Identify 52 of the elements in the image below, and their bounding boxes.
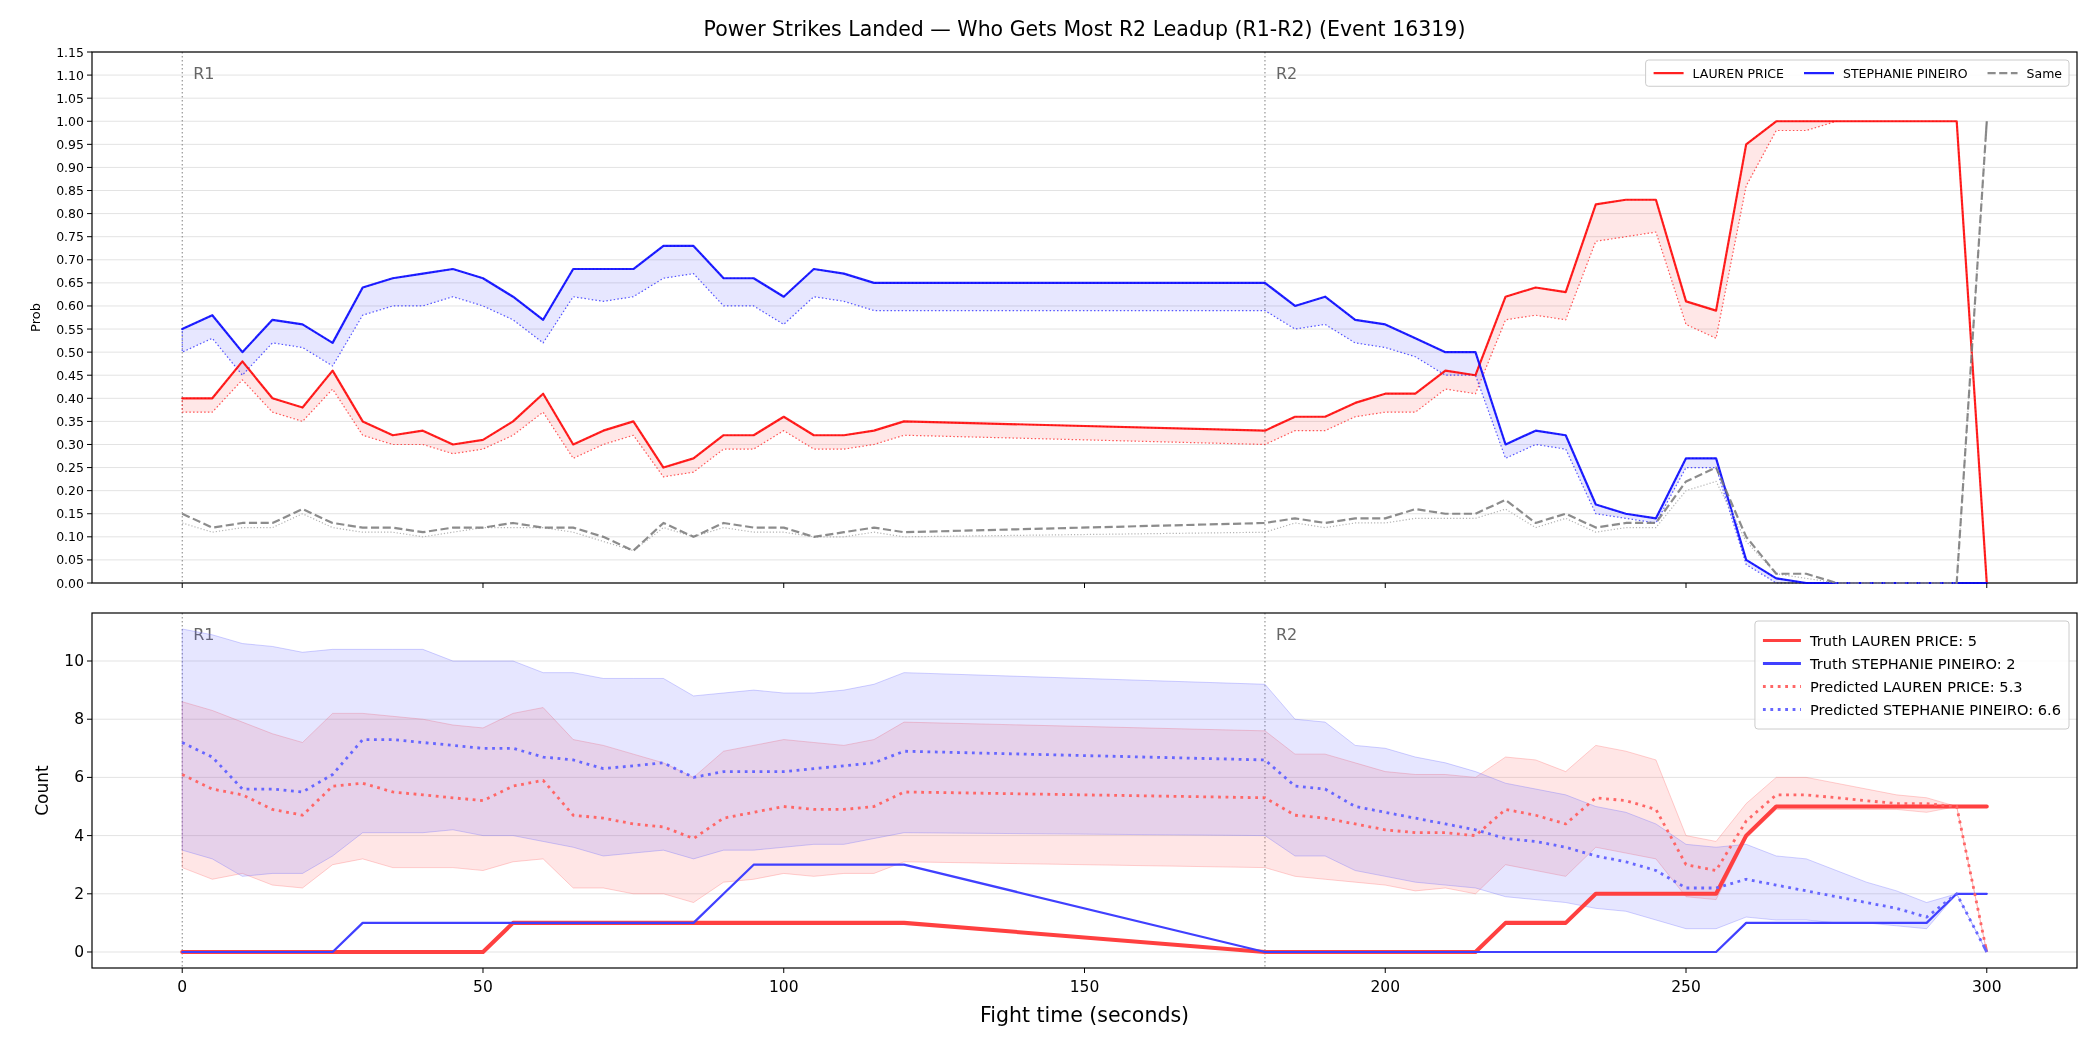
y-tick-label: 1.05 — [56, 90, 84, 106]
legend-label: Truth LAUREN PRICE: 5 — [1808, 632, 1978, 649]
y-tick-label: 0.10 — [56, 529, 85, 545]
y-tick-label: 0.80 — [56, 206, 85, 222]
y-axis-title: Prob — [28, 303, 44, 332]
y-tick-label: 0.05 — [56, 552, 84, 568]
y-tick-label: 1.00 — [56, 113, 85, 129]
y-tick-label: 0.25 — [56, 460, 84, 476]
y-tick-label: 0.85 — [56, 183, 84, 199]
y-tick-label: 0.55 — [56, 321, 84, 337]
y-tick-label: 10 — [64, 652, 84, 671]
x-axis-title: Fight time (seconds) — [979, 1003, 1190, 1027]
y-tick-label: 0.30 — [56, 436, 85, 452]
y-tick-label: 0.65 — [56, 275, 84, 291]
x-tick-label: 0 — [177, 977, 188, 996]
y-tick-label: 0.15 — [56, 506, 84, 522]
ref-line-label: R2 — [1275, 625, 1298, 644]
y-tick-label: 0 — [74, 943, 84, 961]
y-tick-label: 0.90 — [56, 159, 85, 175]
ref-line-label: R1 — [193, 625, 215, 644]
y-tick-label: 0.70 — [56, 252, 85, 268]
legend-label: Truth STEPHANIE PINEIRO: 2 — [1808, 655, 2016, 672]
y-tick-label: 0.35 — [56, 413, 84, 429]
x-tick-label: 100 — [768, 977, 799, 996]
x-tick-label: 200 — [1370, 977, 1401, 996]
ref-line-label: R1 — [193, 64, 215, 83]
y-tick-label: 0.00 — [56, 575, 85, 591]
y-tick-label: 0.20 — [56, 483, 85, 499]
y-tick-label: 2 — [74, 884, 84, 903]
ref-line-label: R2 — [1275, 64, 1298, 83]
y-tick-label: 0.60 — [56, 298, 85, 314]
y-tick-label: 8 — [74, 710, 84, 729]
y-tick-label: 0.45 — [56, 367, 84, 383]
y-tick-label: 0.75 — [56, 229, 84, 245]
y-tick-label: 6 — [74, 768, 84, 787]
legend-label: STEPHANIE PINEIRO — [1842, 65, 1968, 81]
legend-label: Same — [2026, 65, 2063, 81]
chart-title: Power Strikes Landed — Who Gets Most R2 Leadup (R1-R2) (Event 16319) — [703, 17, 1466, 41]
x-tick-label: 50 — [473, 977, 493, 996]
x-tick-label: 300 — [1971, 977, 2002, 996]
y-tick-label: 1.10 — [56, 67, 85, 83]
x-tick-label: 150 — [1069, 977, 1100, 996]
y-tick-label: 0.40 — [56, 390, 85, 406]
y-axis-title: Count — [32, 764, 53, 816]
y-tick-label: 1.15 — [56, 44, 84, 60]
y-tick-label: 0.50 — [56, 344, 85, 360]
y-tick-label: 0.95 — [56, 136, 84, 152]
x-tick-label: 250 — [1671, 977, 1701, 996]
legend-label: LAUREN PRICE — [1692, 65, 1785, 81]
legend-label: Predicted LAUREN PRICE: 5.3 — [1809, 678, 2023, 695]
y-tick-label: 4 — [74, 826, 84, 845]
legend-label: Predicted STEPHANIE PINEIRO: 6.6 — [1809, 701, 2062, 718]
